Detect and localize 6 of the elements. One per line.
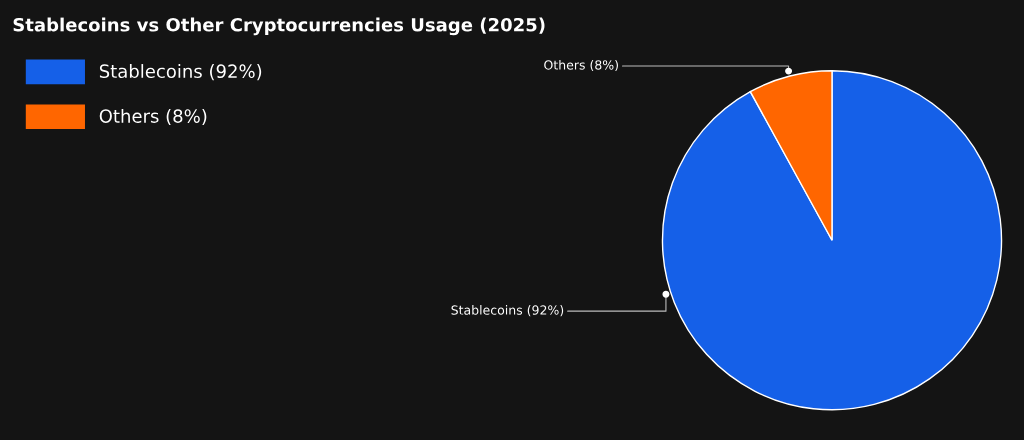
- data-label: Others (8%): [544, 59, 618, 72]
- legend-label: Stablecoins (92%): [99, 64, 262, 81]
- chart-title: Stablecoins vs Other Cryptocurrencies Usage (2025): [13, 17, 545, 36]
- data-label: Stablecoins (92%): [451, 305, 564, 317]
- pie-slice: [661, 70, 1003, 411]
- legend-label: Others (8%): [99, 108, 207, 126]
